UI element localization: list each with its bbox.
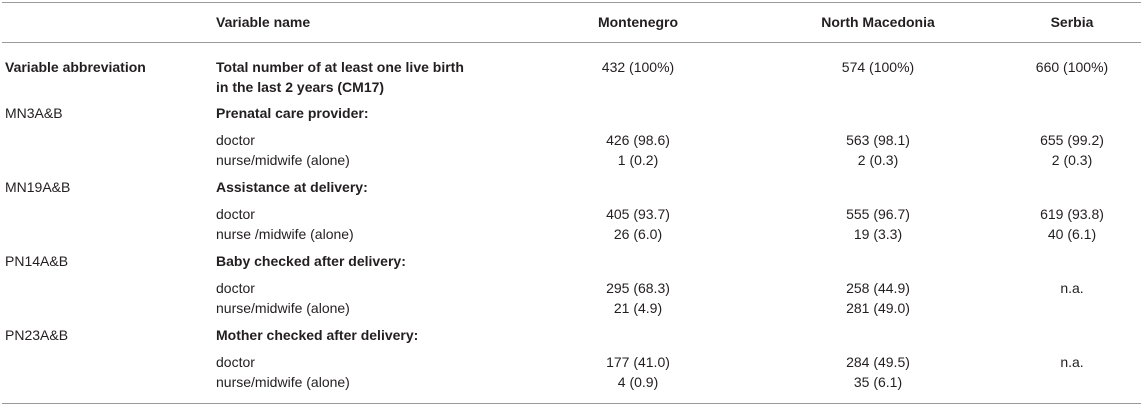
row-north-macedonia: 19 (3.3) <box>853 226 903 242</box>
row-label: nurse/midwife (alone) <box>216 152 350 168</box>
group-code: PN23A&B <box>5 327 69 343</box>
row-montenegro: 295 (68.3) <box>606 280 670 296</box>
row-montenegro: 26 (6.0) <box>613 226 663 242</box>
row-label: nurse/midwife (alone) <box>216 300 350 316</box>
row-serbia: 655 (99.2) <box>1040 132 1104 148</box>
row-montenegro: 1 (0.2) <box>617 152 659 168</box>
row-serbia: n.a. <box>1060 280 1084 296</box>
group-code: PN14A&B <box>5 253 69 269</box>
total-montenegro: 432 (100%) <box>601 59 675 75</box>
total-north-macedonia: 574 (100%) <box>841 59 915 75</box>
total-serbia: 660 (100%) <box>1035 59 1109 75</box>
total-label-line2: in the last 2 years (CM17) <box>216 79 385 95</box>
group-title: Mother checked after delivery: <box>216 327 419 343</box>
row-montenegro: 4 (0.9) <box>617 374 659 390</box>
row-north-macedonia: 35 (6.1) <box>853 374 903 390</box>
row-north-macedonia: 563 (98.1) <box>846 132 910 148</box>
row-label: doctor <box>216 354 255 370</box>
row-montenegro: 177 (41.0) <box>606 354 670 370</box>
row-label: doctor <box>216 132 255 148</box>
row-montenegro: 405 (93.7) <box>606 206 670 222</box>
group-title: Assistance at delivery: <box>216 179 368 195</box>
group-title: Prenatal care provider: <box>216 105 369 121</box>
group-code: MN3A&B <box>5 105 63 121</box>
row-montenegro: 21 (4.9) <box>613 300 663 316</box>
header-serbia: Serbia <box>1050 14 1094 30</box>
row-serbia: n.a. <box>1060 354 1084 370</box>
header-north-macedonia: North Macedonia <box>821 14 935 30</box>
row-label: doctor <box>216 206 255 222</box>
row-label: nurse/midwife (alone) <box>216 374 350 390</box>
row-label: nurse /midwife (alone) <box>216 226 354 242</box>
header-variable-abbreviation: Variable abbreviation <box>5 59 146 75</box>
row-serbia: 619 (93.8) <box>1040 206 1104 222</box>
group-title: Baby checked after delivery: <box>216 253 406 269</box>
row-north-macedonia: 284 (49.5) <box>846 354 910 370</box>
row-label: doctor <box>216 280 255 296</box>
row-north-macedonia: 2 (0.3) <box>857 152 899 168</box>
row-serbia: 2 (0.3) <box>1051 152 1093 168</box>
table-top-rule <box>2 2 1141 3</box>
header-variable-name: Variable name <box>216 14 311 30</box>
row-serbia: 40 (6.1) <box>1047 226 1097 242</box>
header-montenegro: Montenegro <box>597 14 679 30</box>
row-north-macedonia: 555 (96.7) <box>846 206 910 222</box>
group-code: MN19A&B <box>5 179 71 195</box>
total-label-line1: Total number of at least one live birth <box>216 59 464 75</box>
row-north-macedonia: 258 (44.9) <box>846 280 910 296</box>
row-north-macedonia: 281 (49.0) <box>846 300 910 316</box>
table-bottom-rule <box>2 403 1141 404</box>
row-montenegro: 426 (98.6) <box>606 132 670 148</box>
table-header-rule <box>2 42 1141 43</box>
